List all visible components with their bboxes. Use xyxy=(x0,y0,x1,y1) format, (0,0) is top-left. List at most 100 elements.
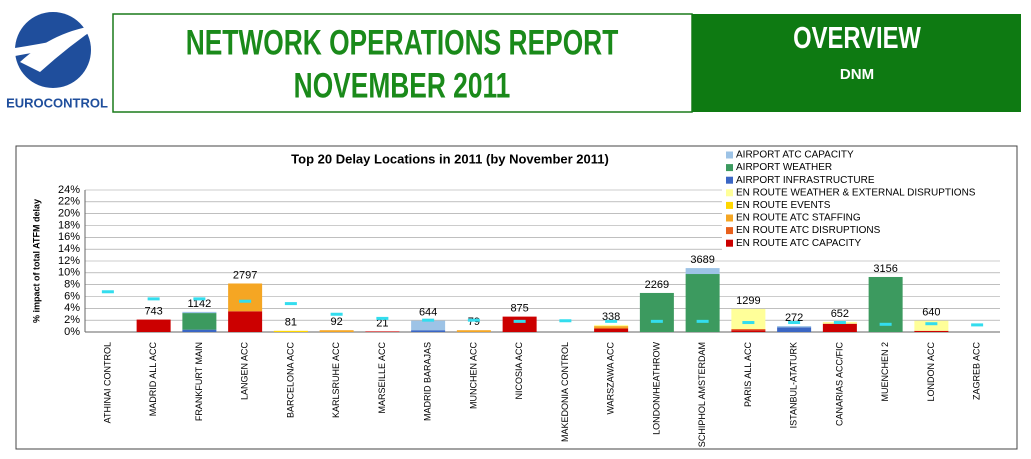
x-tick-label: KARLSRUHE ACC xyxy=(331,342,341,419)
y-tick-label: 6% xyxy=(64,290,80,302)
x-tick-label: MAKEDONIA CONTROL xyxy=(560,342,570,442)
x-tick-label: MUENCHEN 2 xyxy=(880,342,890,402)
x-tick-label: PARIS ALL ACC xyxy=(743,342,753,408)
y-tick-label: 22% xyxy=(58,196,80,208)
marker xyxy=(330,312,343,316)
bar-segment xyxy=(822,323,857,332)
x-tick-label: ATHINAI CONTROL xyxy=(102,342,112,423)
y-tick-label: 12% xyxy=(58,255,80,267)
legend-label: AIRPORT ATC CAPACITY xyxy=(736,150,854,161)
data-label: 652 xyxy=(831,308,849,320)
y-tick-label: 20% xyxy=(58,208,80,220)
bar-segment xyxy=(136,319,171,332)
marker xyxy=(193,297,206,301)
marker xyxy=(696,319,709,323)
bar-segment xyxy=(411,320,446,331)
legend-box xyxy=(722,148,1008,250)
x-tick-label: MUNCHEN ACC xyxy=(468,342,478,410)
bar-segment xyxy=(319,330,354,332)
bar-segment xyxy=(777,327,812,332)
marker xyxy=(742,321,755,325)
legend-swatch xyxy=(726,239,733,247)
section-unit: DNM xyxy=(840,66,874,83)
marker xyxy=(284,302,297,306)
legend-swatch xyxy=(726,214,733,222)
bar-segment xyxy=(731,329,766,331)
data-label: 640 xyxy=(922,307,940,319)
bar-segment xyxy=(639,292,674,332)
bar-segment xyxy=(685,274,720,332)
bar-segment xyxy=(731,330,766,332)
marker xyxy=(513,319,526,323)
data-label: 2269 xyxy=(645,279,669,291)
bar-segment xyxy=(731,308,766,330)
y-tick-label: 24% xyxy=(58,184,80,196)
y-tick-label: 8% xyxy=(64,279,80,291)
data-label: 875 xyxy=(510,303,528,315)
marker xyxy=(833,321,846,325)
marker xyxy=(422,318,435,322)
bar-segment xyxy=(228,283,263,312)
bar-segment xyxy=(273,330,308,332)
y-tick-label: 0% xyxy=(64,326,80,338)
marker xyxy=(376,316,389,320)
bar-segment xyxy=(594,328,629,332)
marker xyxy=(559,319,572,323)
x-tick-label: LANGEN ACC xyxy=(240,342,250,401)
legend-label: EN ROUTE ATC CAPACITY xyxy=(736,238,862,249)
legend-swatch xyxy=(726,164,733,172)
legend-label: EN ROUTE ATC STAFFING xyxy=(736,213,861,224)
legend-label: AIRPORT INFRASTRUCTURE xyxy=(736,175,875,186)
x-tick-label: MARSEILLE ACC xyxy=(377,342,387,414)
marker xyxy=(101,290,114,294)
legend-swatch xyxy=(726,201,733,209)
data-label: 338 xyxy=(602,311,620,323)
x-tick-label: LONDON/HEATHROW xyxy=(651,342,661,435)
data-label: 21 xyxy=(376,317,388,329)
bar-segment xyxy=(182,313,217,330)
x-tick-label: CANARIAS ACC/FIC xyxy=(834,342,844,427)
marker xyxy=(147,297,160,301)
y-tick-label: 2% xyxy=(64,314,80,326)
x-tick-label: SCHIPHOL AMSTERDAM xyxy=(697,342,707,447)
logo-text: EUROCONTROL xyxy=(6,95,108,110)
bar-segment xyxy=(594,326,629,329)
chart-title: Top 20 Delay Locations in 2011 (by Novem… xyxy=(291,151,609,166)
legend-label: EN ROUTE ATC DISRUPTIONS xyxy=(736,225,881,236)
x-tick-label: ISTANBUL-ATATURK xyxy=(789,342,799,428)
bar-segment xyxy=(777,326,812,328)
legend-swatch xyxy=(726,189,733,197)
marker xyxy=(467,318,480,322)
legend-swatch xyxy=(726,227,733,235)
legend-label: AIRPORT WEATHER xyxy=(736,162,832,173)
y-tick-label: 10% xyxy=(58,267,80,279)
y-tick-label: 18% xyxy=(58,219,80,231)
x-tick-label: NICOSIA ACC xyxy=(514,341,524,399)
bar-segment xyxy=(182,311,217,314)
x-tick-label: BARCELONA ACC xyxy=(285,342,295,419)
y-tick-label: 14% xyxy=(58,243,80,255)
bar-segment xyxy=(182,329,217,332)
legend-label: EN ROUTE WEATHER & EXTERNAL DISRUPTIONS xyxy=(736,187,976,198)
data-label: 79 xyxy=(468,316,480,328)
data-label: 92 xyxy=(331,316,343,328)
x-tick-label: FRANKFURT MAIN xyxy=(194,342,204,421)
legend-label: EN ROUTE EVENTS xyxy=(736,200,831,211)
legend-swatch xyxy=(726,151,733,159)
data-label: 2797 xyxy=(233,269,257,281)
report-date: NOVEMBER 2011 xyxy=(294,66,511,106)
data-label: 3156 xyxy=(873,263,897,275)
marker xyxy=(971,323,984,327)
data-label: 644 xyxy=(419,307,437,319)
marker xyxy=(605,319,618,323)
marker xyxy=(788,321,801,325)
data-label: 3689 xyxy=(690,254,714,266)
marker xyxy=(239,299,252,303)
marker xyxy=(925,322,938,326)
x-tick-label: MADRID ALL ACC xyxy=(148,342,158,417)
x-tick-label: LONDON ACC xyxy=(926,342,936,402)
section-box xyxy=(692,14,1021,112)
legend-swatch xyxy=(726,176,733,184)
bar-segment xyxy=(228,311,263,332)
